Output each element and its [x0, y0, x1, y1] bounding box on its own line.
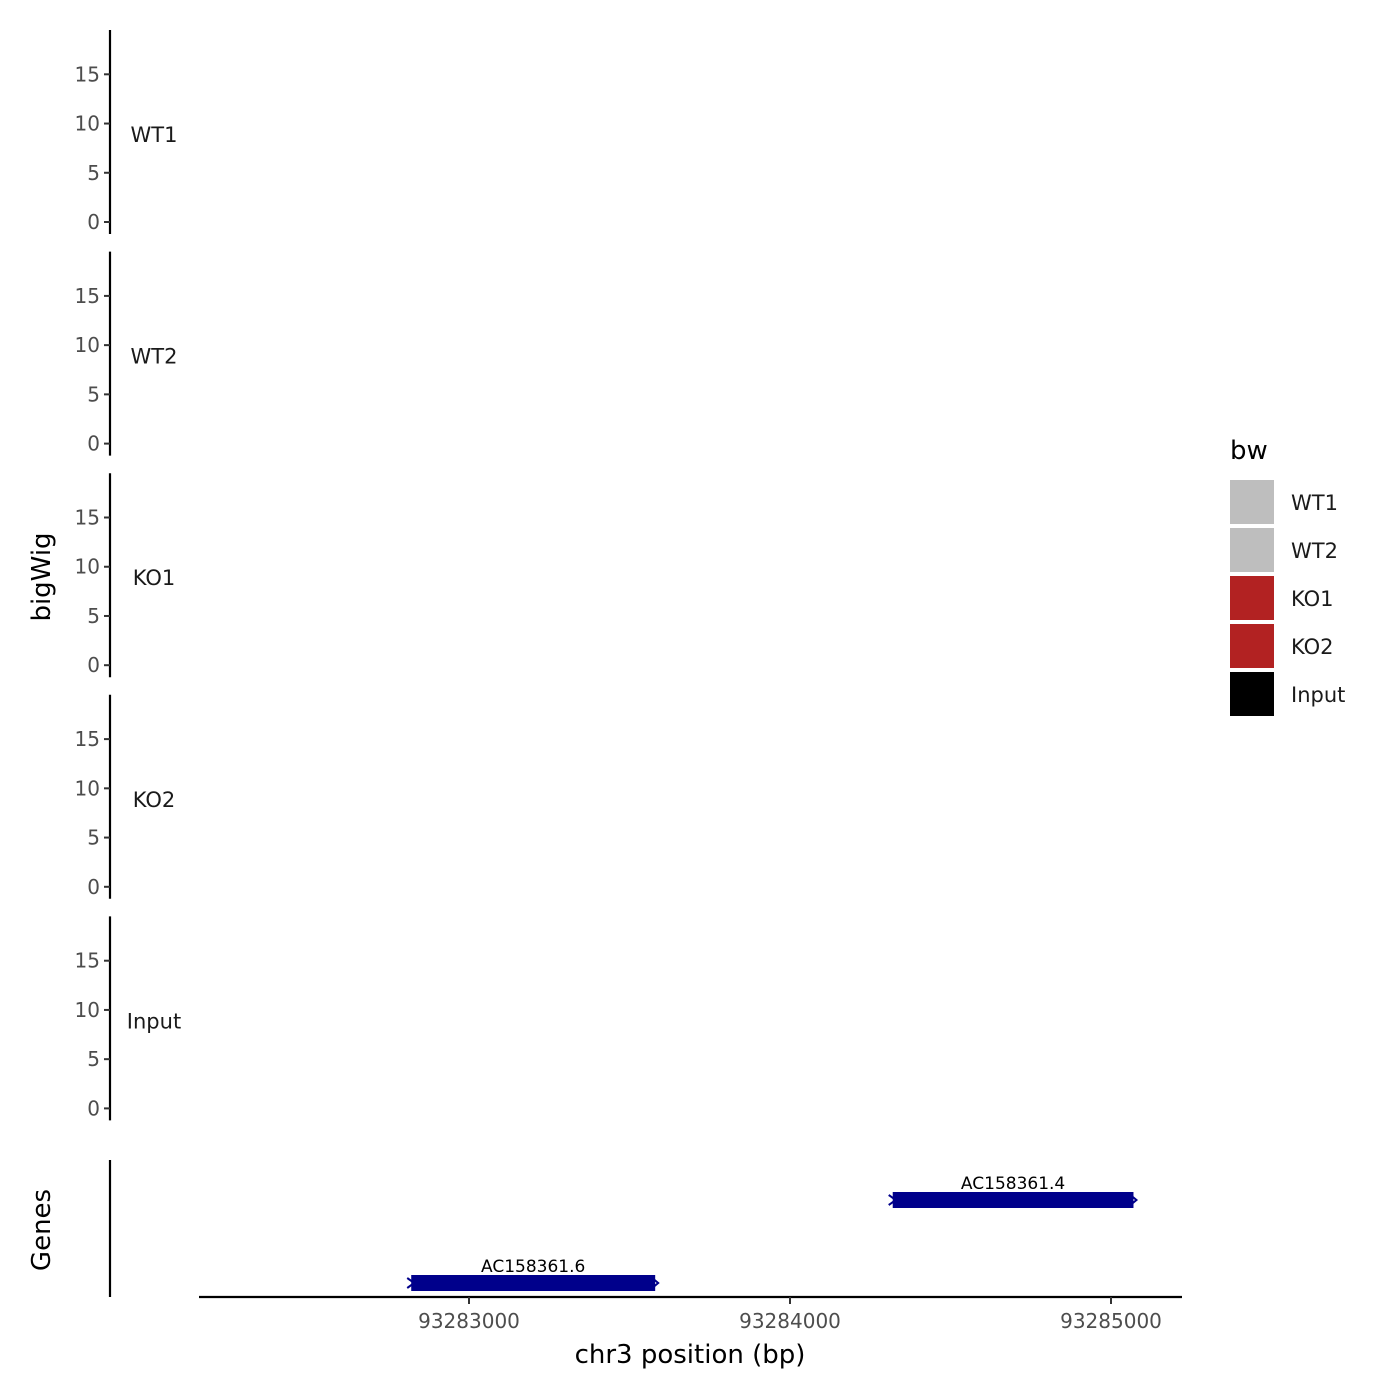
y-tick-label: 0 [87, 1096, 100, 1120]
y-tick-label: 0 [87, 653, 100, 677]
y-tick-label: 5 [87, 161, 100, 185]
strand-arrow-icon [651, 1277, 660, 1289]
y-tick-label: 10 [75, 776, 100, 800]
legend-item-ko2: KO2 [1230, 624, 1334, 668]
x-axis-title: chr3 position (bp) [575, 1340, 806, 1370]
strand-arrow-icon [406, 1277, 416, 1289]
y-tick-label: 10 [75, 333, 100, 357]
x-tick-label: 93284000 [739, 1309, 841, 1333]
track-label: KO1 [133, 566, 176, 590]
track-label: Input [127, 1009, 181, 1033]
track-panel-input: 0 5 10 15 Input [75, 916, 181, 1121]
gene-ac158361-4: AC158361.4 [888, 1174, 1139, 1208]
y-axis-title: bigWig [27, 532, 57, 621]
genes-axis-title: Genes [27, 1189, 57, 1271]
track-panel-ko1: 0 5 10 15 KO1 [75, 473, 176, 678]
gene-label: AC158361.6 [481, 1257, 585, 1277]
y-tick-label: 5 [87, 382, 100, 406]
track-label: KO2 [133, 788, 176, 812]
legend-label: WT1 [1291, 491, 1338, 515]
legend-item-wt1: WT1 [1230, 480, 1338, 524]
y-tick-label: 5 [87, 1047, 100, 1071]
x-axis: 93283000 93284000 93285000 [199, 1295, 1182, 1333]
legend-label: WT2 [1291, 539, 1338, 563]
y-tick-label: 5 [87, 826, 100, 850]
legend: WT1 WT2 KO1 KO2 Input [1230, 480, 1345, 716]
gene-body [892, 1192, 1134, 1208]
legend-swatch [1230, 528, 1274, 572]
legend-swatch [1230, 576, 1274, 620]
legend-label: KO2 [1291, 635, 1334, 659]
legend-item-input: Input [1230, 672, 1345, 716]
y-tick-label: 15 [75, 727, 100, 751]
legend-title: bw [1230, 436, 1268, 466]
strand-arrow-icon [888, 1194, 898, 1206]
track-panel-ko2: 0 5 10 15 KO2 [75, 694, 176, 899]
gene-ac158361-6: AC158361.6 [406, 1257, 660, 1291]
x-tick-label: 93285000 [1060, 1309, 1162, 1333]
y-tick-label: 10 [75, 112, 100, 136]
track-label: WT2 [131, 345, 178, 369]
track-panel-wt2: 0 5 10 15 WT2 [75, 251, 178, 456]
track-label: WT1 [131, 123, 178, 147]
legend-label: Input [1291, 683, 1345, 707]
y-tick-label: 0 [87, 210, 100, 234]
legend-swatch [1230, 672, 1274, 716]
y-tick-label: 10 [75, 555, 100, 579]
legend-swatch [1230, 624, 1274, 668]
track-panels: 0 5 10 15 WT1 0 5 10 15 WT2 0 5 10 15 KO1 0 5 10 15 KO2 0 5 10… [75, 30, 181, 1121]
legend-item-wt2: WT2 [1230, 528, 1338, 572]
y-tick-label: 15 [75, 949, 100, 973]
y-tick-label: 15 [75, 506, 100, 530]
gene-body [411, 1275, 656, 1291]
y-tick-label: 0 [87, 432, 100, 456]
y-tick-label: 5 [87, 604, 100, 628]
y-tick-label: 15 [75, 62, 100, 86]
legend-label: KO1 [1291, 587, 1334, 611]
x-tick-label: 93283000 [418, 1309, 520, 1333]
y-tick-label: 10 [75, 998, 100, 1022]
genes-panel: AC158361.4 AC158361.6 [108, 1160, 1139, 1297]
track-panel-wt1: 0 5 10 15 WT1 [75, 30, 178, 234]
legend-item-ko1: KO1 [1230, 576, 1334, 620]
strand-arrow-icon [1129, 1194, 1139, 1206]
y-tick-label: 0 [87, 875, 100, 899]
gene-label: AC158361.4 [961, 1174, 1065, 1194]
y-tick-label: 15 [75, 284, 100, 308]
legend-swatch [1230, 480, 1274, 524]
